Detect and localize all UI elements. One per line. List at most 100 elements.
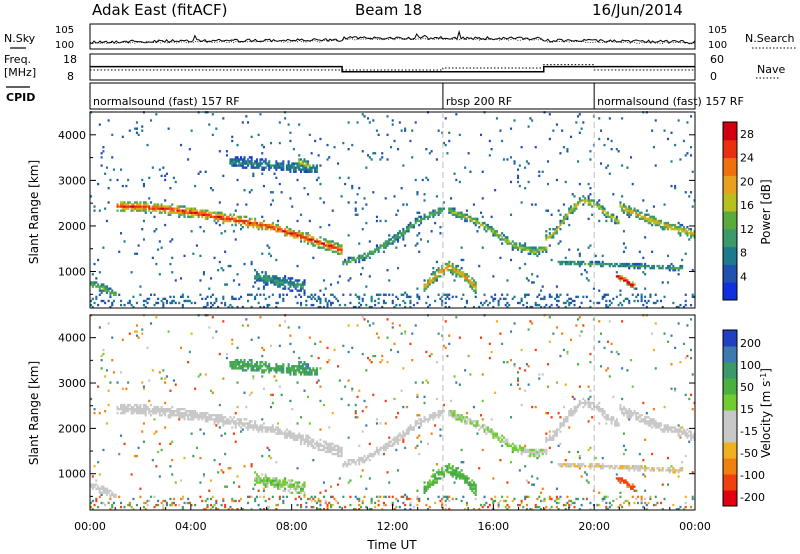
velocity-cell [312,444,315,448]
velocity-cell [111,336,114,339]
power-cell [661,281,664,284]
power-cell [174,180,177,184]
power-cell [270,279,273,282]
velocity-cell [190,418,193,421]
velocity-cell [451,473,454,476]
power-cell [434,277,437,280]
velocity-cell [153,505,156,509]
power-cell [437,275,440,278]
velocity-cell [255,424,258,427]
power-cell [363,293,366,296]
power-cell [444,117,447,120]
power-cell [303,289,306,292]
power-cell [568,301,571,305]
velocity-cell [490,430,493,433]
power-cell [446,269,449,272]
power-cell [284,285,287,288]
power-cell [275,283,278,286]
power-cell [289,139,292,143]
velocity-cell [582,401,585,405]
power-cell [691,170,694,173]
power-cell [296,285,299,288]
velocity-cell [570,463,573,466]
power-cell [517,246,520,249]
power-cell [128,299,131,303]
power-cell [441,267,444,270]
power-cell [172,299,175,303]
velocity-cell [307,497,310,501]
power-cell [665,221,668,225]
power-cell [677,305,680,309]
power-cell [224,283,227,286]
velocity-cell [278,365,281,368]
velocity-cell [150,403,153,407]
power-cell [541,246,544,249]
power-cell [319,289,322,292]
velocity-cell [472,491,475,494]
velocity-cell [247,501,250,505]
velocity-cell [213,414,216,417]
velocity-cell [157,450,160,454]
velocity-cell [287,430,290,433]
power-cell [292,285,295,288]
power-cell [301,287,304,290]
power-cell [259,226,262,229]
power-cell [582,199,585,202]
velocity-cell [155,405,158,409]
velocity-cell [139,403,142,407]
velocity-cell [215,499,218,503]
velocity-cell [603,412,606,415]
power-cell [259,158,262,161]
velocity-cell [247,422,250,425]
velocity-cell [527,454,530,458]
velocity-cell [589,403,592,407]
power-cell [545,303,548,307]
velocity-cell [275,485,278,488]
velocity-cell [471,487,474,490]
power-cell [668,223,671,227]
power-cell [183,213,186,216]
power-cell [418,219,421,223]
power-cell [540,297,543,301]
velocity-cell [217,508,220,511]
velocity-cell [303,369,306,372]
power-cell [638,250,641,253]
power-cell [284,228,287,231]
velocity-cell [141,408,144,411]
power-cell [502,234,505,237]
power-cell [218,201,221,204]
velocity-cell [416,444,419,448]
velocity-cell [465,412,468,415]
power-cell [684,232,687,235]
power-cell [351,258,354,262]
power-cell [229,217,232,221]
power-cell [208,211,211,214]
velocity-cell [330,485,333,488]
velocity-cell [598,503,601,507]
power-cell [252,164,255,167]
power-cell [469,283,472,286]
velocity-cell [300,434,303,437]
power-cell [474,291,477,294]
power-cell [121,184,124,188]
velocity-cell [102,501,105,505]
velocity-cell [374,452,377,456]
velocity-cell [527,383,530,386]
power-cell [208,213,211,216]
power-cell [437,269,440,272]
velocity-cell [562,348,565,352]
velocity-cell [252,424,255,427]
velocity-cell [340,397,343,401]
velocity-cell [250,463,253,466]
power-cell [231,164,234,167]
power-cell [416,242,419,245]
power-cell [495,230,498,233]
power-cell [294,287,297,290]
velocity-cell [298,371,301,374]
power-cell [241,305,244,309]
velocity-cell [598,320,601,323]
power-cell [277,281,280,284]
velocity-cell [471,489,474,492]
velocity-cell [261,473,264,476]
power-cell [644,219,647,223]
